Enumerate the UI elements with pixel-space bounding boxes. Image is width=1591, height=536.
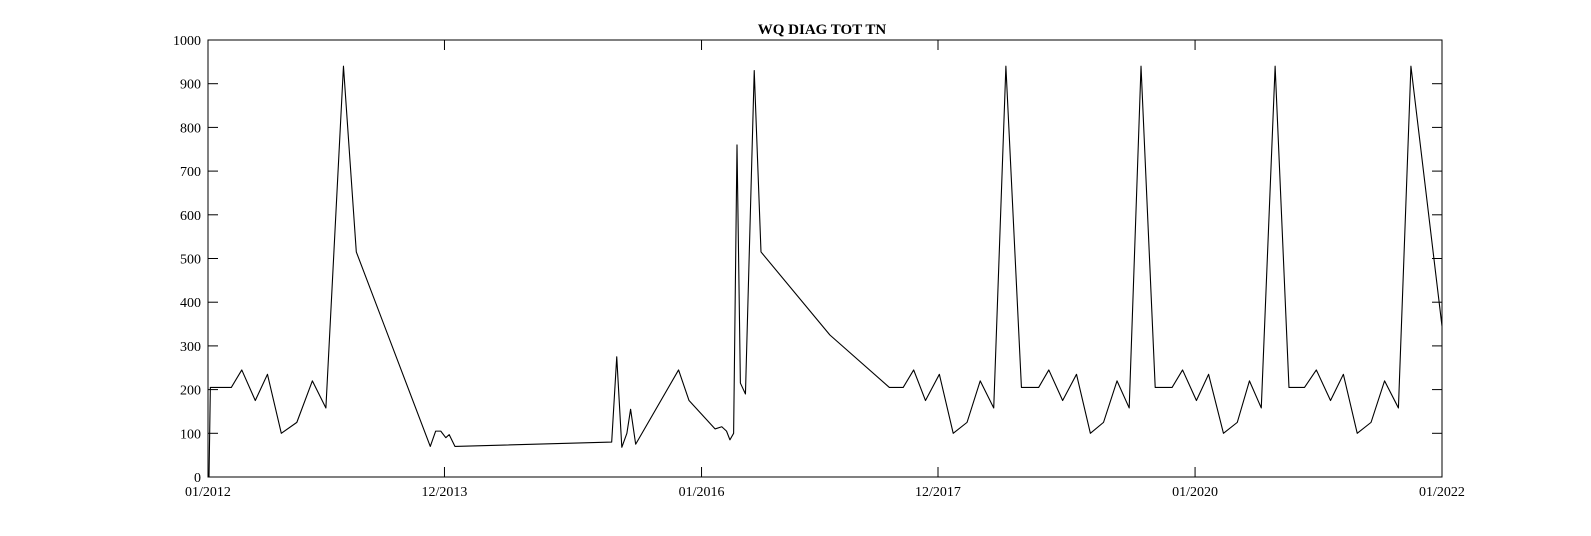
y-tick-label: 300	[180, 340, 201, 355]
y-tick-label: 400	[180, 296, 201, 311]
y-tick-label: 1000	[173, 34, 201, 49]
y-tick-label: 700	[180, 165, 201, 180]
y-tick-label: 800	[180, 121, 201, 136]
chart-title: WQ DIAG TOT TN	[758, 22, 887, 38]
x-tick-label: 12/2017	[915, 485, 961, 500]
x-tick-label: 01/2012	[185, 485, 231, 500]
y-tick-label: 100	[180, 427, 201, 442]
plot-area-frame	[207, 39, 1443, 478]
x-axis: 01/2012 12/2013 01/2016 12/2017 01/2020 01/20…	[185, 40, 1465, 500]
y-tick-label: 500	[180, 253, 201, 268]
x-tick-label: 12/2013	[422, 485, 468, 500]
y-tick-label: 900	[180, 78, 201, 93]
series-layer	[208, 65, 1443, 478]
x-tick-label: 01/2022	[1419, 485, 1465, 500]
series-line	[208, 65, 1443, 478]
x-tick-label: 01/2016	[679, 485, 725, 500]
y-axis: 0 100 200 300 400 500 600 700 800 900 1000	[173, 34, 1442, 486]
y-tick-label: 0	[194, 471, 201, 486]
y-tick-label: 600	[180, 209, 201, 224]
y-tick-label: 200	[180, 384, 201, 399]
x-tick-label: 01/2020	[1172, 485, 1218, 500]
